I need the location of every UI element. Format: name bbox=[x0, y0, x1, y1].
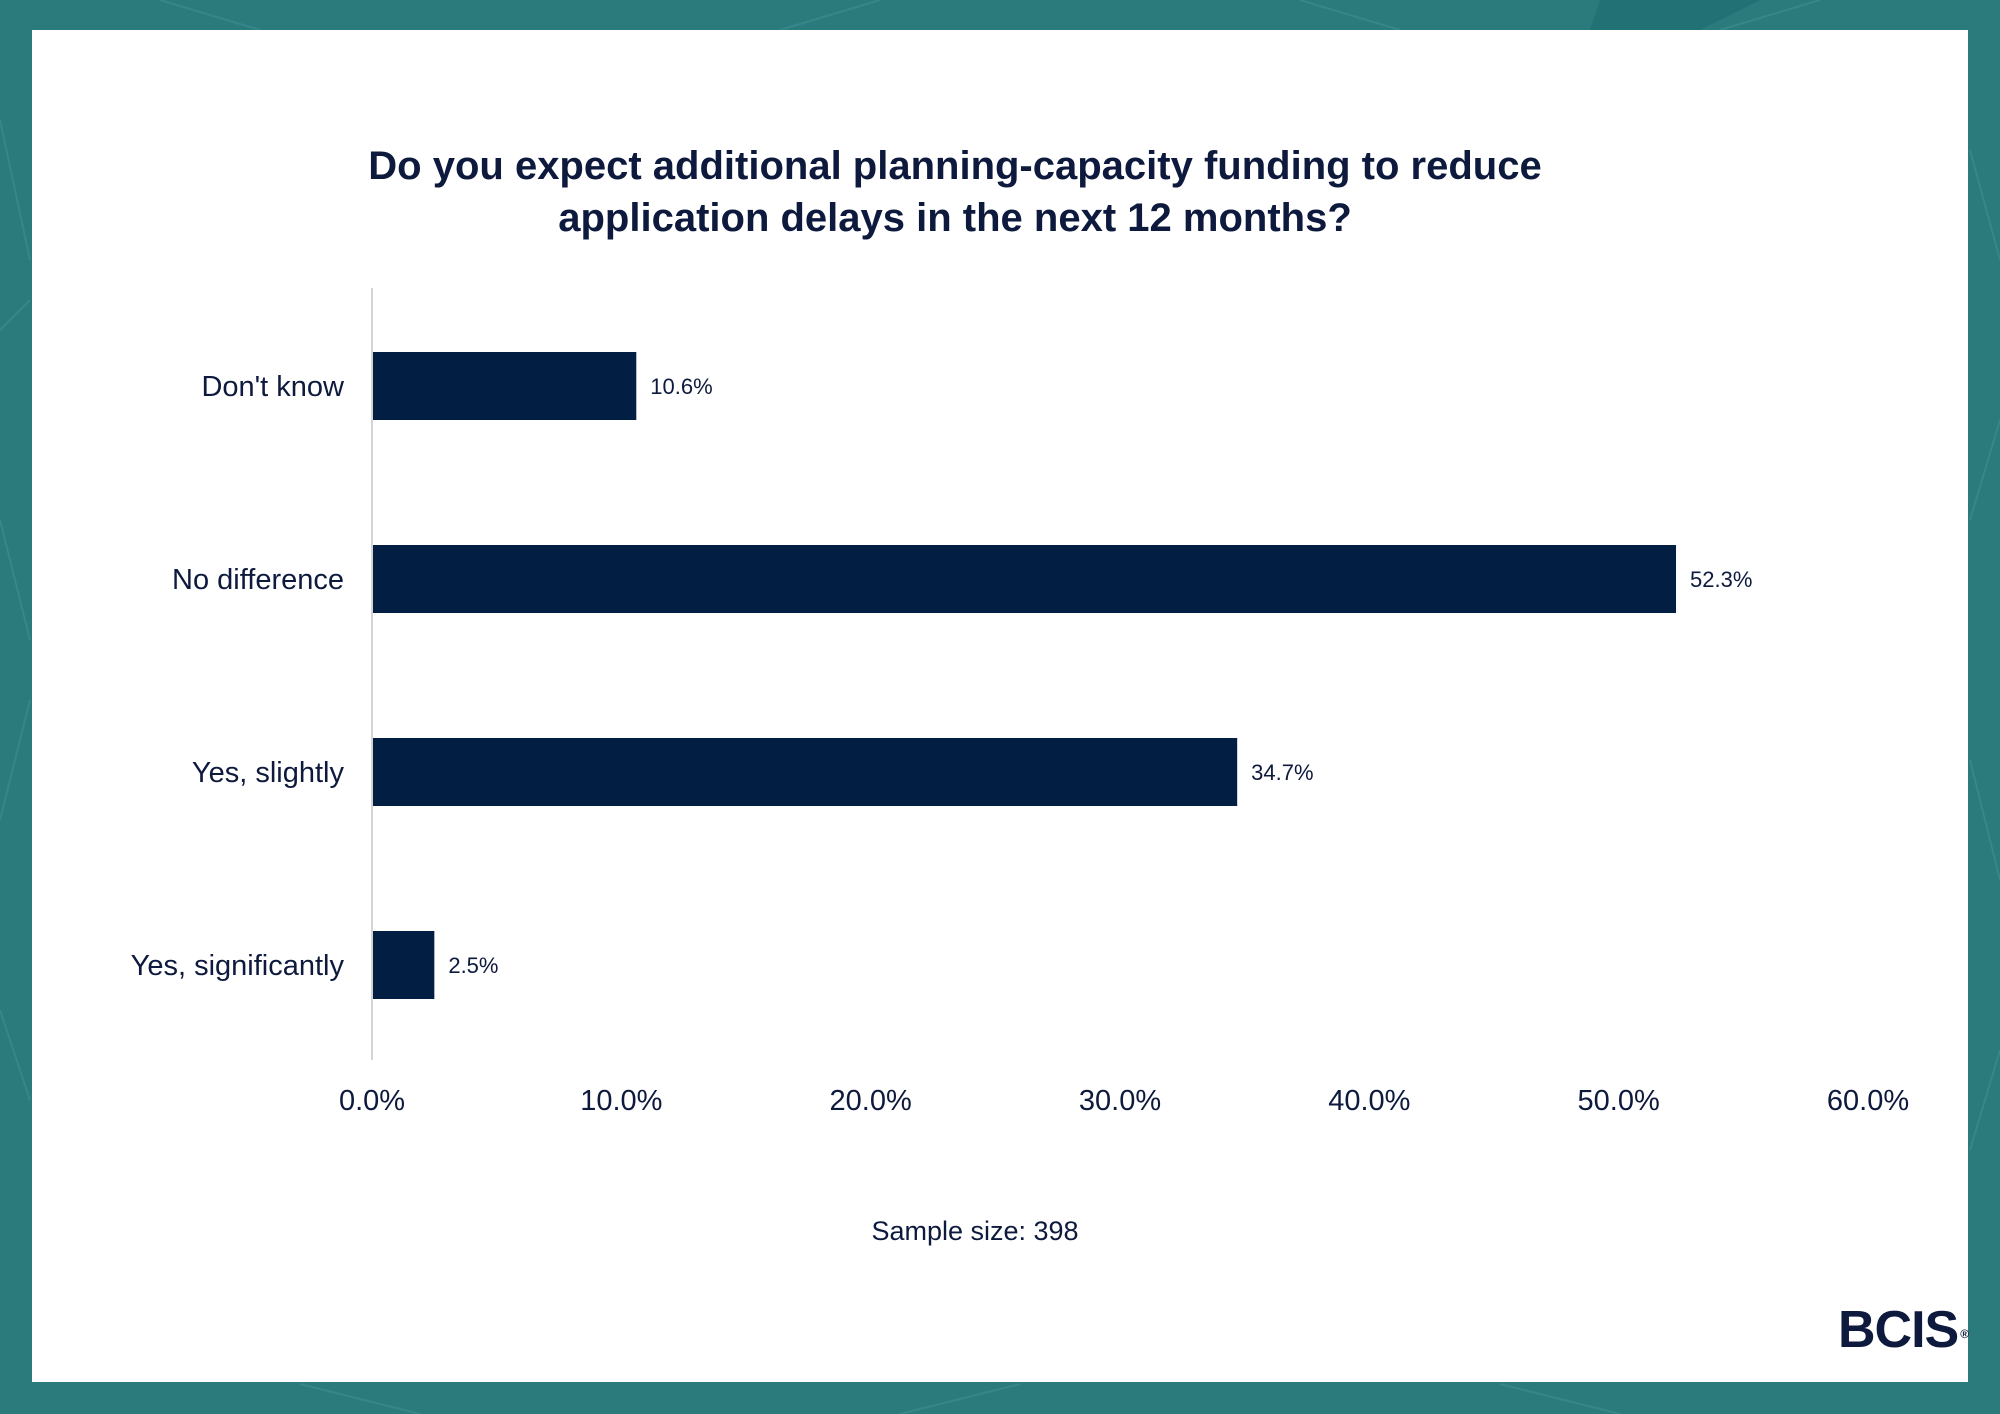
bcis-logo-text: BCIS bbox=[1838, 1301, 1959, 1359]
x-tick-label: 50.0% bbox=[1578, 1085, 1660, 1117]
x-tick-label: 30.0% bbox=[1079, 1085, 1161, 1117]
value-label: 34.7% bbox=[1251, 760, 1313, 785]
sample-size-note: Sample size: 398 bbox=[871, 1216, 1079, 1246]
x-tick-label: 40.0% bbox=[1328, 1085, 1410, 1117]
bcis-logo: BCIS ® bbox=[1838, 1301, 1969, 1359]
x-tick-label: 10.0% bbox=[580, 1085, 662, 1117]
bar bbox=[373, 352, 637, 420]
x-tick-label: 0.0% bbox=[339, 1085, 405, 1117]
value-label: 2.5% bbox=[448, 953, 498, 978]
chart-title-line-1: Do you expect additional planning-capaci… bbox=[368, 144, 1542, 188]
chart-card: Do you expect additional planning-capaci… bbox=[32, 30, 1969, 1382]
x-tick-label: 20.0% bbox=[830, 1085, 912, 1117]
bar bbox=[373, 931, 435, 999]
registered-mark: ® bbox=[1960, 1327, 1969, 1341]
category-label: Yes, significantly bbox=[131, 950, 345, 982]
x-tick-label: 60.0% bbox=[1827, 1085, 1909, 1117]
chart-title-line-2: application delays in the next 12 months… bbox=[558, 196, 1352, 240]
chart-title: Do you expect additional planning-capaci… bbox=[32, 140, 1968, 244]
category-label: No difference bbox=[172, 564, 344, 596]
bar bbox=[373, 738, 1238, 806]
category-label: Yes, slightly bbox=[192, 757, 345, 789]
bar bbox=[373, 545, 1677, 613]
value-label: 52.3% bbox=[1690, 567, 1752, 592]
category-label: Don't know bbox=[201, 371, 345, 403]
bar-chart: Don't know 10.6% No difference 52.3% Yes, sl… bbox=[131, 288, 1909, 1117]
value-label: 10.6% bbox=[650, 374, 712, 399]
